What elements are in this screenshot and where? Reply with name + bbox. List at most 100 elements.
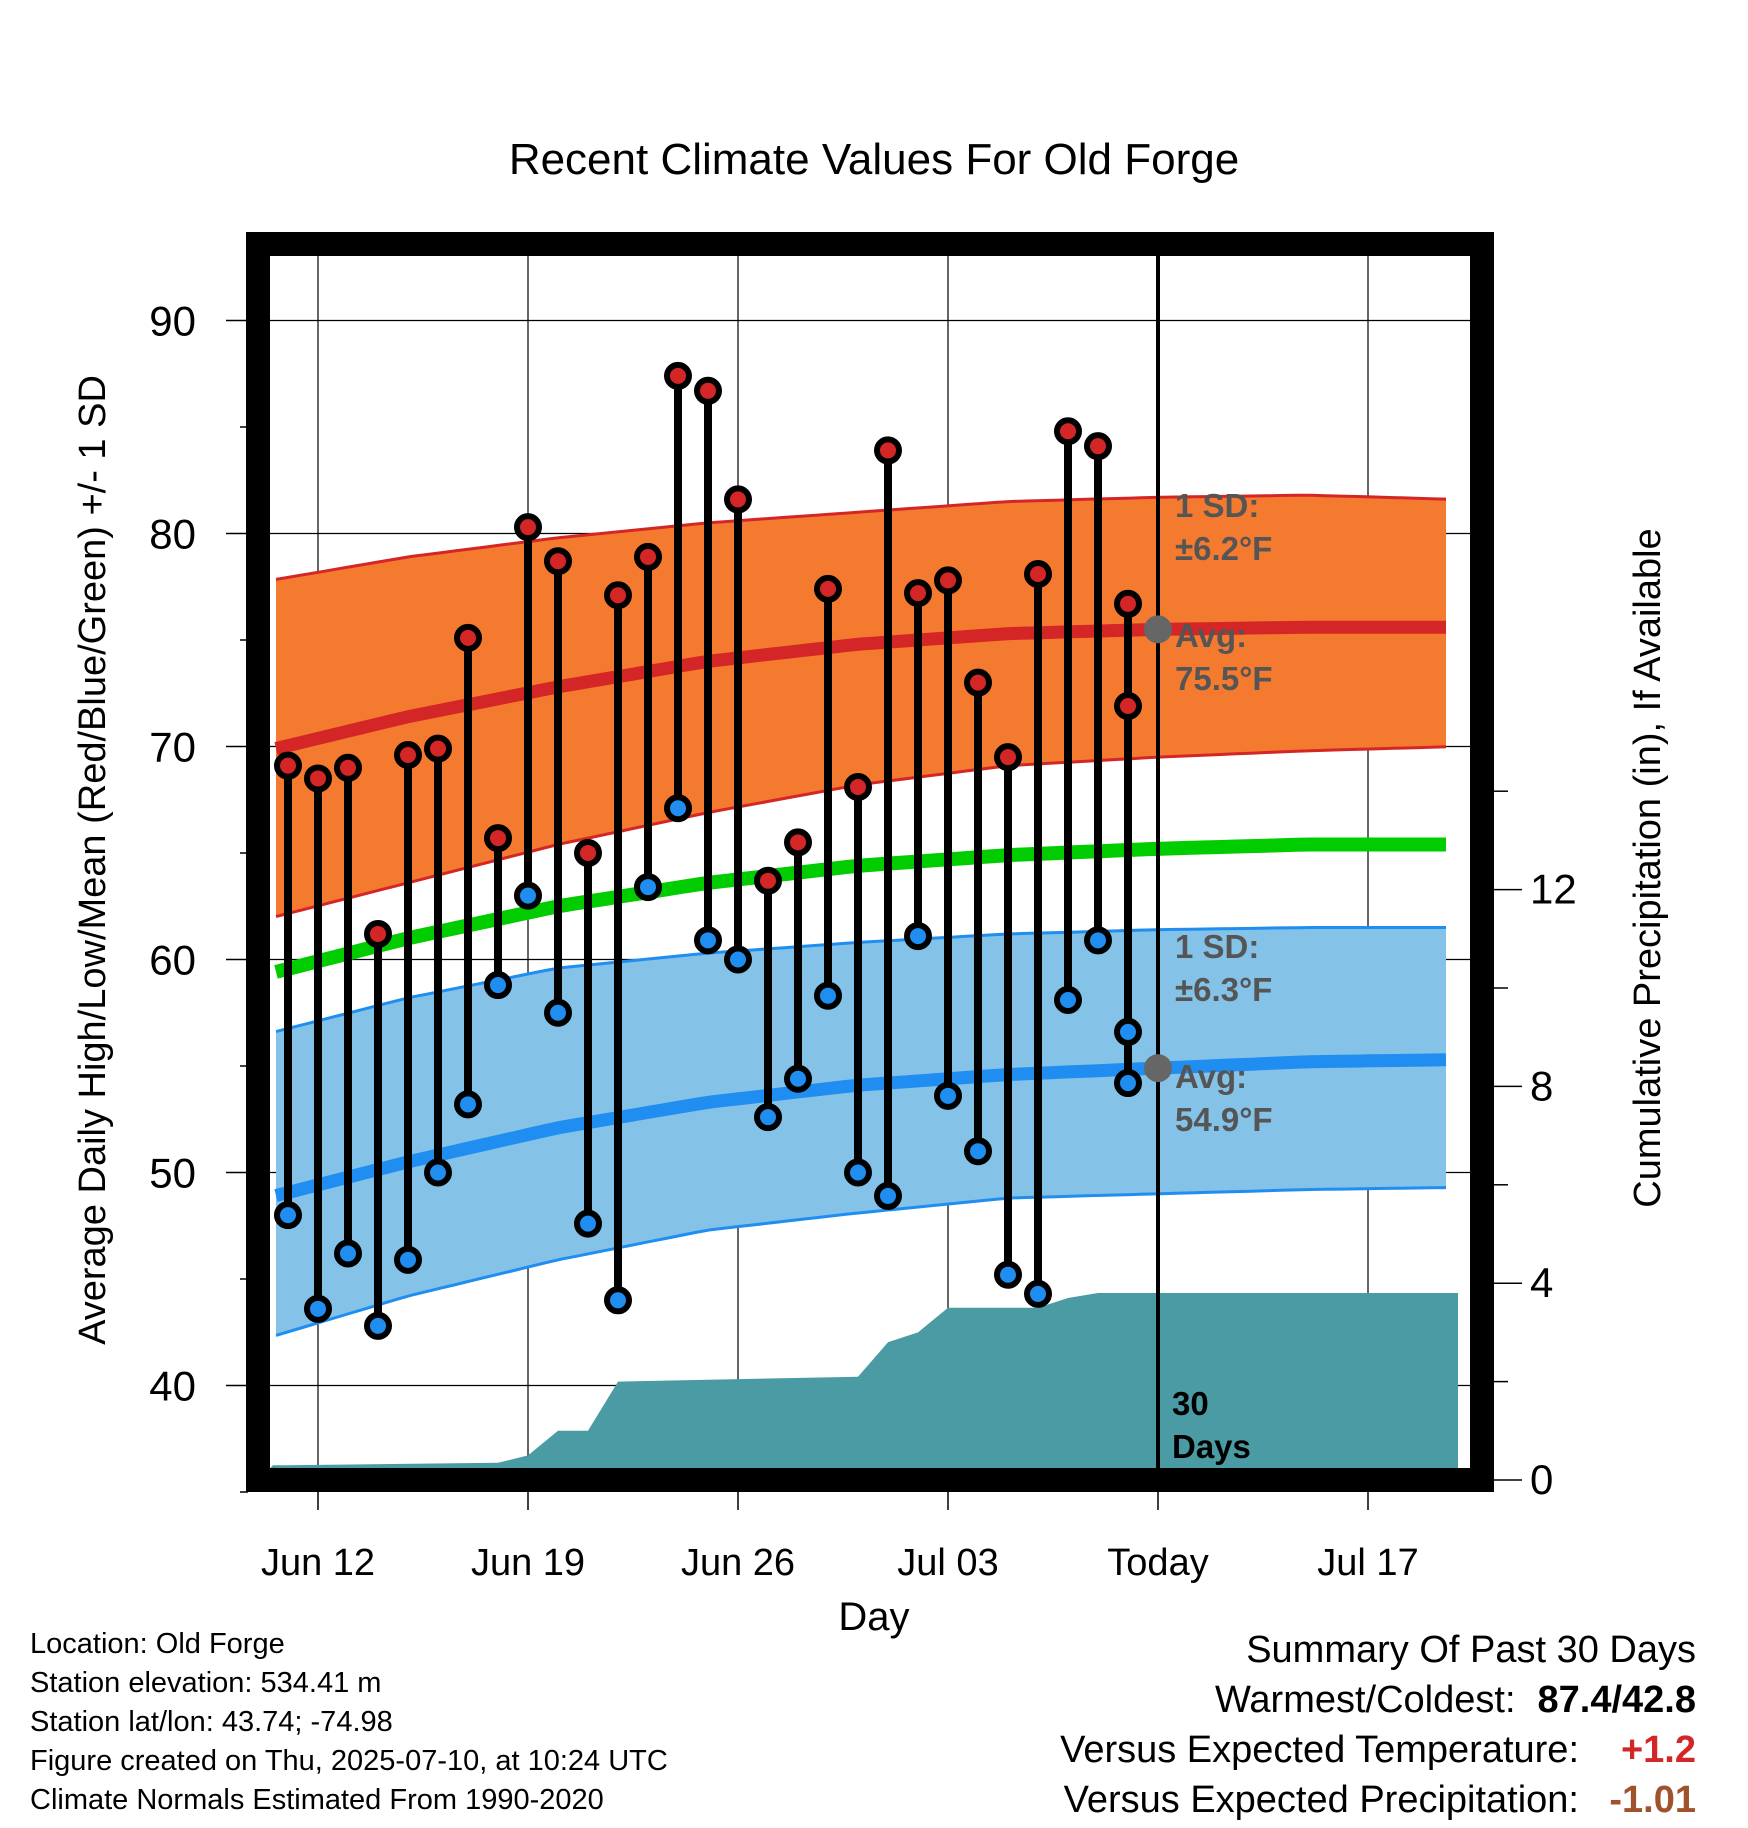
daily-low-point [424, 1158, 452, 1187]
daily-low-point [484, 971, 512, 1000]
low-avg-value: 54.9°F [1175, 1101, 1273, 1138]
daily-low-point [634, 873, 662, 902]
low-avg-label: Avg: [1175, 1058, 1247, 1095]
x-tick-label: Jul 17 [1317, 1542, 1418, 1584]
normals-text: Climate Normals Estimated From 1990-2020 [30, 1784, 604, 1816]
plot-frame [246, 232, 1494, 1492]
high-sd-band-upper-edge [275, 493, 1447, 581]
daily-high-point [604, 581, 632, 610]
daily-high-point [784, 828, 812, 857]
precip-anomaly-label: Versus Expected Precipitation: [1063, 1779, 1579, 1821]
daily-high-point [724, 485, 752, 514]
daily-high-point [694, 376, 722, 405]
daily-low-point [334, 1239, 362, 1268]
daily-high-point [304, 764, 332, 793]
daily-low-point [844, 1158, 872, 1187]
daily-low-point [514, 881, 542, 910]
low-sd-band-lower-edge [275, 1186, 1447, 1337]
low-sd-value: ±6.3°F [1175, 971, 1272, 1008]
daily-low-point [814, 981, 842, 1010]
daily-low-point [964, 1137, 992, 1166]
high-avg-value: 75.5°F [1175, 660, 1273, 697]
daily-high-point [274, 751, 302, 780]
window-label-unit: Days [1172, 1428, 1251, 1465]
daily-high-point [634, 542, 662, 571]
high-sd-band [276, 495, 1446, 917]
daily-high-point [1024, 559, 1052, 588]
x-tick-label: Jun 26 [681, 1542, 795, 1584]
daily-low-point [304, 1294, 332, 1323]
left-tick-label: 40 [149, 1363, 196, 1410]
daily-high-point [844, 772, 872, 801]
daily-low-point [754, 1103, 782, 1132]
x-axis-label: Day [838, 1595, 909, 1639]
daily-high-point [994, 743, 1022, 772]
daily-high-point [394, 741, 422, 770]
daily-high-point [964, 668, 992, 697]
daily-low-point [604, 1286, 632, 1315]
daily-high-point [1054, 417, 1082, 446]
daily-low-point [1114, 1069, 1142, 1098]
right-tick-label: 12 [1530, 866, 1577, 913]
daily-high-point [874, 436, 902, 465]
daily-low-point [1054, 985, 1082, 1014]
warmest-coldest-row: Warmest/Coldest: 87.4/42.8 [1060, 1675, 1696, 1725]
daily-low-point [364, 1311, 392, 1340]
daily-high-point [424, 734, 452, 763]
daily-low-point [544, 998, 572, 1027]
daily-high-point [454, 623, 482, 652]
elevation-text: Station elevation: 534.41 m [30, 1667, 382, 1699]
daily-high-point [814, 574, 842, 603]
high-sd-label: 1 SD: [1175, 487, 1259, 524]
temp-anomaly-label: Versus Expected Temperature: [1060, 1729, 1579, 1771]
daily-high-point [1114, 589, 1142, 618]
left-tick-label: 80 [149, 511, 196, 558]
temp-anomaly-value: +1.2 [1620, 1729, 1696, 1771]
station-info: Location: Old Forge Station elevation: 5… [30, 1625, 668, 1820]
left-tick-label: 50 [149, 1150, 196, 1197]
temp-anomaly-row: Versus Expected Temperature: +1.2 [1060, 1725, 1696, 1775]
y-axis-left-label: Average Daily High/Low/Mean (Red/Blue/Gr… [72, 375, 114, 1345]
daily-high-point [1084, 432, 1112, 461]
daily-low-point [994, 1260, 1022, 1289]
daily-low-point [1024, 1279, 1052, 1308]
warmest-coldest-label: Warmest/Coldest: [1214, 1679, 1516, 1721]
right-tick-label: 4 [1530, 1259, 1553, 1306]
daily-high-point [334, 753, 362, 782]
today-low-avg-marker [1144, 1054, 1172, 1083]
daily-high-point [364, 919, 392, 948]
location-text: Location: Old Forge [30, 1628, 285, 1660]
warmest-coldest-value: 87.4/42.8 [1537, 1679, 1696, 1721]
plot-area: 1 SD: ±6.2°F Avg: 75.5°F 1 SD: ±6.3°F Avg: 54.9… [149, 232, 1577, 1584]
created-text: Figure created on Thu, 2025-07-10, at 10… [30, 1745, 668, 1777]
summary-panel: Summary Of Past 30 Days Warmest/Coldest:… [1060, 1625, 1696, 1825]
high-avg-label: Avg: [1175, 617, 1247, 654]
daily-high-point [544, 547, 572, 576]
y-axis-right-label: Cumulative Precipitation (in), If Availa… [1627, 528, 1669, 1207]
daily-low-point [784, 1064, 812, 1093]
precip-area [270, 1293, 1458, 1468]
daily-low-point [694, 926, 722, 955]
daily-low-point [874, 1181, 902, 1210]
left-tick-label: 90 [149, 298, 196, 345]
x-tick-label: Jun 12 [261, 1542, 375, 1584]
daily-high-point [754, 866, 782, 895]
daily-high-point [1114, 692, 1142, 721]
daily-low-point [1114, 1017, 1142, 1046]
daily-low-point [454, 1090, 482, 1119]
daily-low-point [574, 1209, 602, 1238]
precip-anomaly-row: Versus Expected Precipitation: -1.01 [1060, 1775, 1696, 1825]
left-tick-label: 70 [149, 724, 196, 771]
daily-high-point [664, 361, 692, 390]
daily-low-point [904, 922, 932, 951]
daily-low-point [724, 945, 752, 974]
left-tick-label: 60 [149, 937, 196, 984]
right-tick-label: 0 [1530, 1456, 1553, 1503]
high-sd-value: ±6.2°F [1175, 530, 1272, 567]
x-tick-label: Today [1107, 1542, 1208, 1584]
daily-low-point [394, 1245, 422, 1274]
today-high-avg-marker [1144, 615, 1172, 644]
daily-high-point [514, 513, 542, 542]
daily-low-point [1084, 926, 1112, 955]
